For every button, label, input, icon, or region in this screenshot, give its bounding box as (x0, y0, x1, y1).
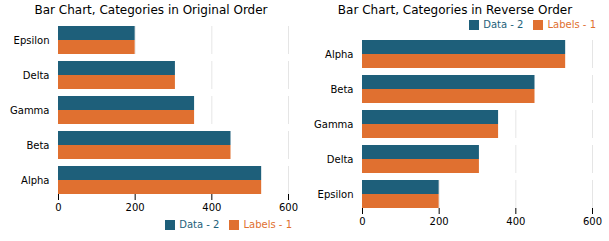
svg-text:0: 0 (359, 216, 365, 227)
html-text:Labels - 1: Labels - 1 (243, 219, 292, 230)
svg-text:200: 200 (430, 216, 449, 227)
html-text:Data - 2: Data - 2 (179, 219, 220, 230)
svg-text:Epsilon: Epsilon (318, 189, 354, 200)
svg-text:Alpha: Alpha (21, 175, 49, 186)
svg-text:Beta: Beta (26, 140, 49, 151)
svg-text:400: 400 (506, 216, 525, 227)
svg-text:Delta: Delta (327, 154, 354, 165)
svg-text:600: 600 (279, 202, 298, 213)
svg-text:Gamma: Gamma (314, 119, 354, 130)
svg-text:Gamma: Gamma (10, 105, 50, 116)
html-text:Bar Chart, Categories in Rever: Bar Chart, Categories in Reverse Order (337, 3, 573, 17)
html-text:Labels - 1: Labels - 1 (547, 19, 596, 30)
html-text:Data - 2: Data - 2 (483, 19, 524, 30)
svg-text:400: 400 (202, 202, 221, 213)
svg-text:Epsilon: Epsilon (14, 35, 50, 46)
svg-text:Delta: Delta (23, 70, 50, 81)
svg-text:600: 600 (583, 216, 602, 227)
svg-text:Beta: Beta (330, 84, 353, 95)
html-text:Bar Chart, Categories in Origi: Bar Chart, Categories in Original Order (34, 3, 268, 17)
svg-text:Alpha: Alpha (325, 49, 353, 60)
svg-text:0: 0 (55, 202, 61, 213)
svg-text:200: 200 (126, 202, 145, 213)
